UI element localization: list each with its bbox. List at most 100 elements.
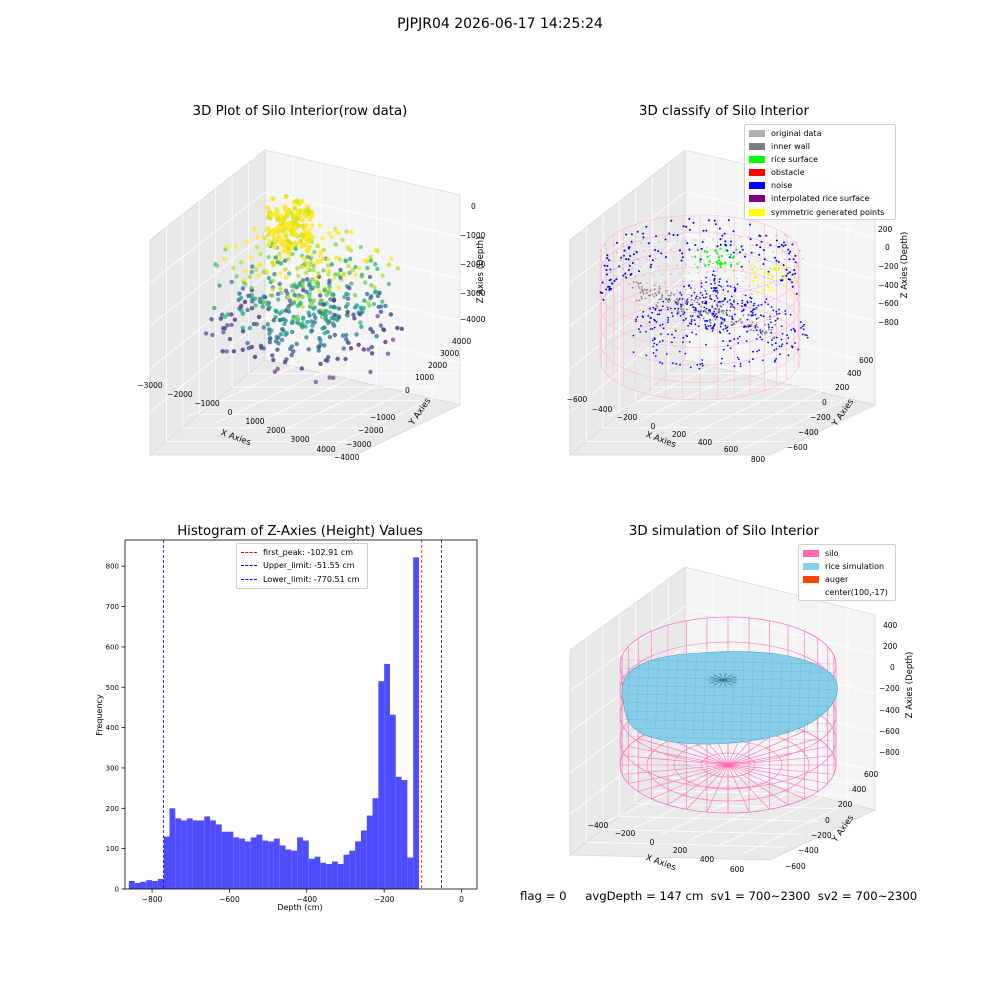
inner-wall-point <box>682 308 685 311</box>
noise-point <box>701 364 704 367</box>
raw-point <box>240 325 245 331</box>
raw-point <box>372 285 377 290</box>
noise-point <box>630 233 633 236</box>
raw-point <box>269 212 275 218</box>
noise-point <box>689 287 692 289</box>
noise-point <box>653 337 656 339</box>
raw-point <box>322 325 327 330</box>
noise-point <box>715 295 718 297</box>
raw-point <box>280 327 285 332</box>
inner-wall-point <box>728 315 731 317</box>
surface-mesh-line <box>797 660 802 733</box>
raw-point <box>254 322 259 327</box>
inner-wall-point <box>686 308 688 311</box>
histogram-bar <box>157 878 164 889</box>
p4-ytick: −600 <box>785 862 806 871</box>
noise-point <box>709 297 711 300</box>
noise-point <box>752 314 754 316</box>
inner-wall-point <box>683 310 685 313</box>
noise-point <box>628 269 630 271</box>
noise-point <box>667 308 669 311</box>
raw-point <box>378 309 384 314</box>
noise-point <box>744 255 747 258</box>
noise-point <box>701 359 704 361</box>
noise-point <box>759 246 762 249</box>
noise-point <box>774 359 777 362</box>
raw-point <box>240 286 246 291</box>
inner-wall-point <box>769 318 772 320</box>
raw-point <box>326 272 331 277</box>
raw-point <box>346 245 351 250</box>
noise-point <box>740 245 743 248</box>
noise-point <box>754 324 757 327</box>
noise-point <box>688 228 691 231</box>
raw-point <box>395 266 400 271</box>
raw-point <box>300 294 305 299</box>
raw-point <box>309 234 315 240</box>
histogram-bar <box>360 830 367 889</box>
p1-ztick: −2000 <box>460 260 486 269</box>
noise-point <box>680 303 682 306</box>
original-data-point <box>754 252 756 254</box>
inner-wall-point <box>658 285 661 288</box>
rice-surface-point <box>736 262 739 265</box>
raw-point <box>229 279 234 285</box>
noise-point <box>779 353 781 356</box>
raw-point <box>258 343 264 348</box>
noise-point <box>655 343 658 346</box>
inner-wall-point <box>676 301 679 304</box>
noise-point <box>734 289 736 291</box>
noise-point <box>677 307 680 310</box>
noise-point <box>695 295 698 298</box>
surface-mesh-line <box>683 656 688 733</box>
inner-wall-point <box>656 306 659 308</box>
p4-xtick: 600 <box>730 865 745 874</box>
original-data-point <box>757 260 759 262</box>
noise-point <box>658 309 661 312</box>
raw-point <box>249 306 255 311</box>
inner-wall-point <box>646 292 648 294</box>
noise-point <box>734 290 736 293</box>
inner-wall-point <box>680 307 682 309</box>
noise-point <box>715 287 718 289</box>
symmetric-point <box>753 265 756 269</box>
y-tick-label: 800 <box>106 563 119 571</box>
raw-point <box>225 323 230 328</box>
raw-point <box>346 264 351 269</box>
legend-label: Upper_limit: -51.55 cm <box>263 561 355 571</box>
noise-point <box>770 306 773 308</box>
raw-point <box>399 326 404 331</box>
original-data-point <box>628 283 630 286</box>
p2-xtick: 400 <box>698 438 713 447</box>
raw-point <box>299 242 305 248</box>
raw-point <box>279 309 285 314</box>
silo-spoke <box>727 764 750 813</box>
noise-point <box>705 229 708 232</box>
raw-point <box>366 347 371 352</box>
raw-point <box>323 317 329 323</box>
p4-ytick: 200 <box>838 800 853 809</box>
noise-point <box>791 285 794 288</box>
noise-point <box>681 252 684 255</box>
raw-point <box>322 288 327 293</box>
inner-wall-point <box>631 286 634 289</box>
noise-point <box>662 327 665 330</box>
silo-spoke <box>727 738 818 766</box>
noise-point <box>767 303 769 306</box>
noise-point <box>752 304 755 307</box>
raw-point <box>369 351 375 356</box>
original-data-point <box>715 270 717 273</box>
legend-swatch <box>803 550 819 557</box>
rice-surface-point <box>714 250 717 253</box>
original-data-point <box>694 263 696 266</box>
original-data-point <box>667 265 669 267</box>
noise-point <box>682 341 684 343</box>
rice-surface-point <box>719 266 722 269</box>
noise-point <box>702 296 705 299</box>
raw-point <box>270 293 275 298</box>
noise-point <box>797 348 800 351</box>
histogram-bar <box>227 831 234 889</box>
noise-point <box>648 321 651 324</box>
inner-wall-point <box>773 336 776 339</box>
raw-point <box>303 222 309 228</box>
